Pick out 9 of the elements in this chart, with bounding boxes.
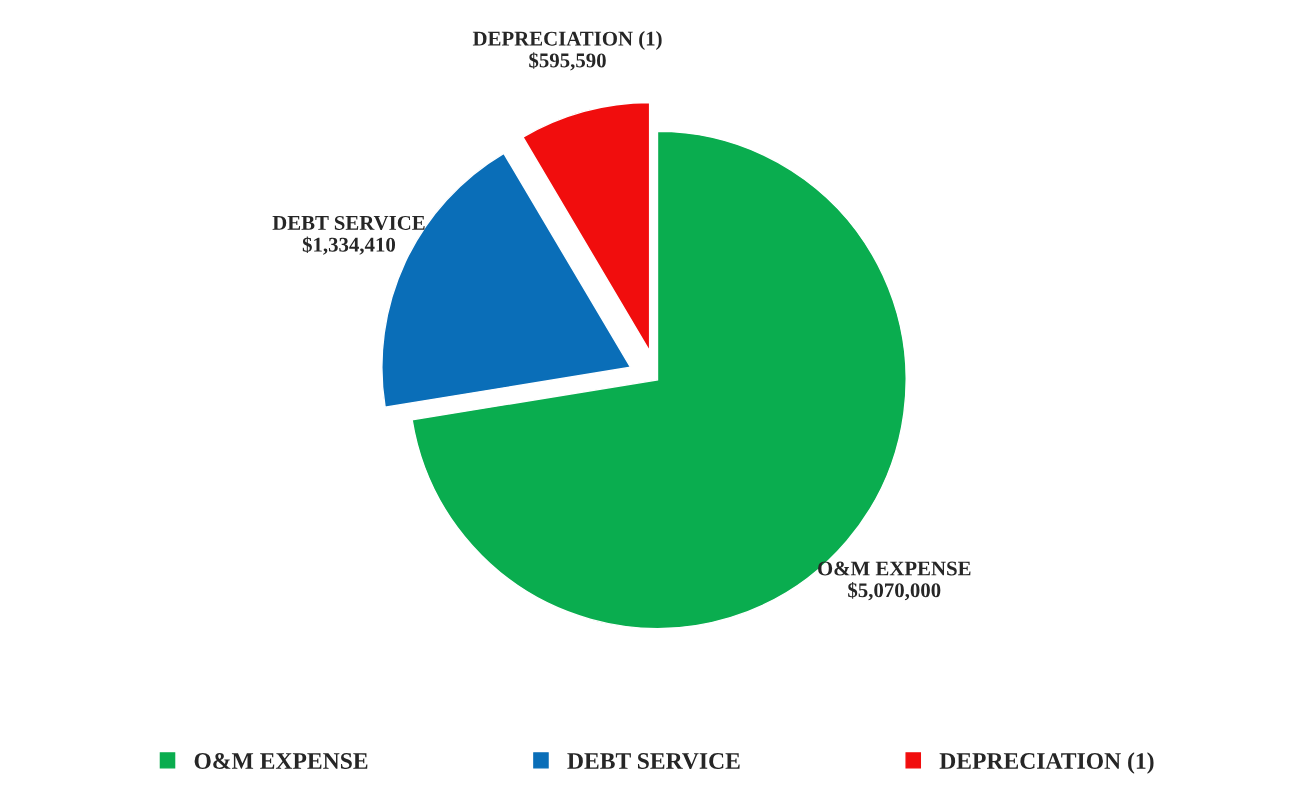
slice-label: O&M EXPENSE	[818, 561, 971, 576]
data-label: $595,590	[529, 52, 606, 71]
legend-label: DEBT SERVICE	[567, 753, 740, 770]
legend-label: DEPRECIATION (1)	[939, 752, 1154, 774]
data-label: $1,334,410	[302, 236, 396, 255]
data-label: $5,070,000	[848, 581, 941, 601]
slice-label: DEPRECIATION (1)	[472, 31, 662, 50]
legend-label: O&M EXPENSE	[194, 753, 368, 769]
slice-label: DEBT SERVICE	[272, 215, 425, 231]
